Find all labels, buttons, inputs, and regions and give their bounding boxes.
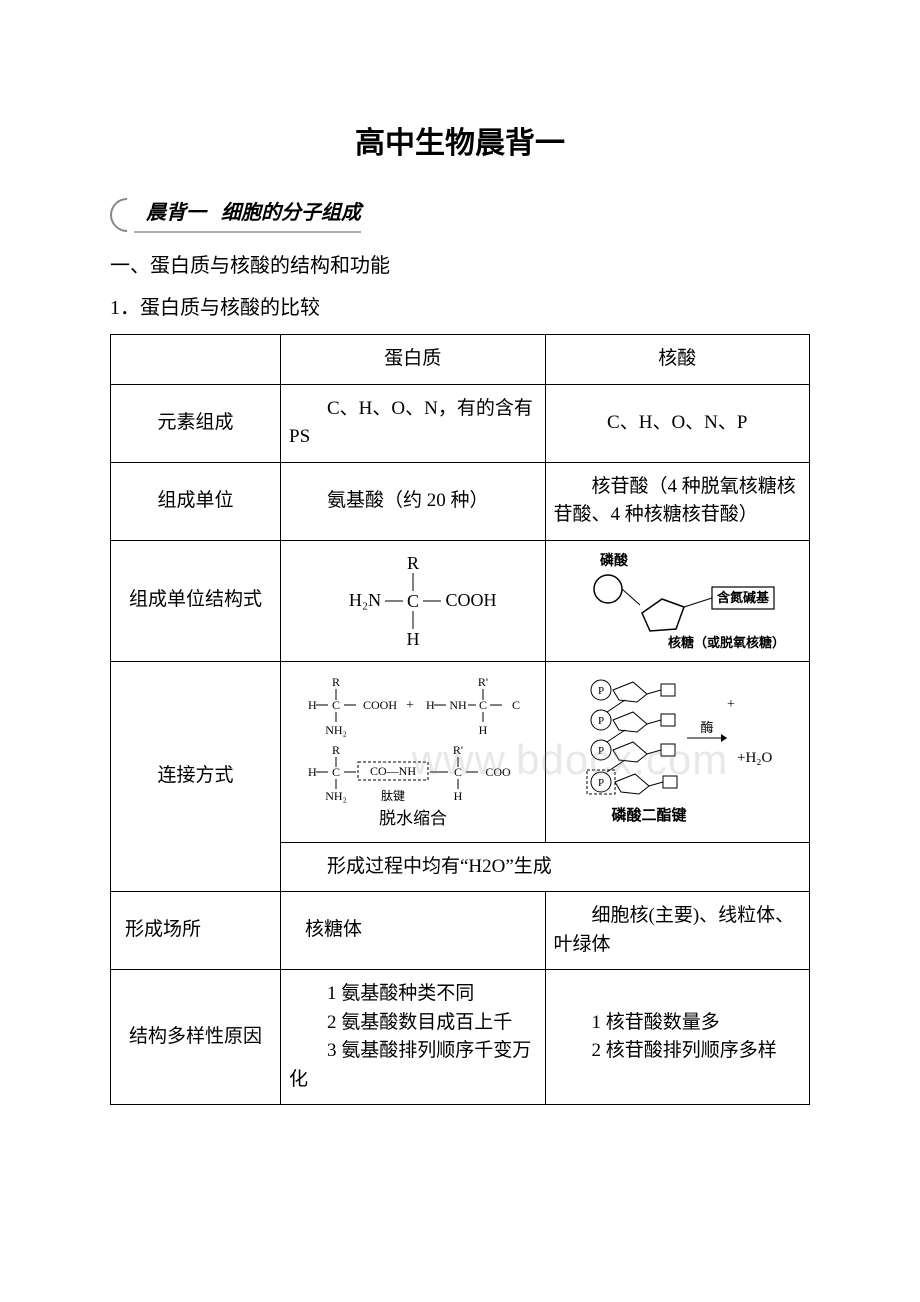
cell-water-note: 形成过程中均有“H2O”生成 (281, 842, 810, 892)
cell-protein: C、H、O、N，有的含有 PS (281, 384, 546, 462)
svg-text:P: P (598, 745, 604, 757)
nt-unit: P (591, 680, 675, 702)
cell-label: 元素组成 (111, 384, 281, 462)
label-base: 含氮碱基 (716, 590, 770, 605)
label-phosphate: 磷酸 (600, 552, 629, 569)
cell-label: 形成场所 (111, 892, 281, 970)
cell-protein-diversity: 1 氨基酸种类不同 2 氨基酸数目成百上千 3 氨基酸排列顺序千变万化 (281, 970, 546, 1105)
cell-phosphodiester-diagram: P + P 酶 (545, 661, 810, 842)
label-r: R (407, 553, 419, 573)
label-h: H (308, 698, 317, 712)
header-empty (111, 335, 281, 385)
cell-na: C、H、O、N、P (545, 384, 810, 462)
phosphodiester-caption: 磷酸二酯键 (612, 806, 687, 824)
table-row: 连接方式 R H C COOH NH₂ + R' (111, 661, 810, 842)
table-row: 蛋白质 核酸 (111, 335, 810, 385)
table-row: 形成场所 核糖体 细胞核(主要)、线粒体、叶绿体 (111, 892, 810, 970)
label-sugar: 核糖（或脱氧核糖） (668, 635, 782, 650)
cell-label: 组成单位 (111, 462, 281, 540)
dehydration-diagram: R H C COOH NH₂ + R' H NH (298, 672, 528, 832)
label-h: H (308, 765, 317, 779)
table-row: 元素组成 C、H、O、N，有的含有 PS C、H、O、N、P (111, 384, 810, 462)
svg-text:P: P (598, 715, 604, 727)
cell-na: 核苷酸（4 种脱氧核糖核苷酸、4 种核糖核苷酸） (545, 462, 810, 540)
line: 1 核苷酸数量多 (554, 1009, 802, 1038)
table-row: 组成单位结构式 R H₂N C COOH H 磷酸 (111, 540, 810, 661)
svg-text:P: P (598, 685, 604, 697)
label-c: C (479, 698, 487, 712)
nt-unit: P (587, 770, 677, 794)
table-row: 结构多样性原因 1 氨基酸种类不同 2 氨基酸数目成百上千 3 氨基酸排列顺序千… (111, 970, 810, 1105)
label-h: H (406, 629, 419, 649)
cell-na-diversity: 1 核苷酸数量多 2 核苷酸排列顺序多样 (545, 970, 810, 1105)
header-protein: 蛋白质 (281, 335, 546, 385)
cell-protein: 核糖体 (281, 892, 546, 970)
label-coo: COO (485, 765, 511, 779)
nt-unit: P (591, 710, 675, 732)
dehydration-caption: 脱水缩合 (379, 809, 447, 828)
cell-na: 细胞核(主要)、线粒体、叶绿体 (545, 892, 810, 970)
cell-protein: 氨基酸（约 20 种） (281, 462, 546, 540)
banner-label: 晨背一 (146, 202, 206, 224)
line: 2 核苷酸排列顺序多样 (554, 1037, 802, 1066)
nucleotide-structure-diagram: 磷酸 含氮碱基 核糖（或脱氧核糖） (572, 551, 782, 651)
label-nh: NH (449, 698, 467, 712)
label-c: C (512, 698, 520, 712)
label-h: H (426, 698, 435, 712)
banner-subtitle: 细胞的分子组成 (221, 202, 361, 224)
cell-peptide-diagram: R H C COOH NH₂ + R' H NH (281, 661, 546, 842)
line: 1 氨基酸种类不同 (289, 980, 537, 1009)
table-row: 组成单位 氨基酸（约 20 种） 核苷酸（4 种脱氧核糖核苷酸、4 种核糖核苷酸… (111, 462, 810, 540)
label-rp: R' (478, 675, 488, 689)
label-r: R (332, 743, 340, 757)
plus: + (406, 698, 414, 713)
label-h: H (478, 723, 487, 737)
phosphodiester-diagram: P + P 酶 (577, 672, 777, 832)
line: 2 氨基酸数目成百上千 (289, 1009, 537, 1038)
label-cooh: COOH (363, 698, 397, 712)
label-nh2: H₂N (349, 590, 381, 610)
label-cooh: COOH (445, 590, 496, 610)
label-c: C (332, 698, 340, 712)
label-peptide-bond: 肽键 (381, 788, 405, 803)
cell-label: 结构多样性原因 (111, 970, 281, 1105)
label-c: C (407, 591, 419, 611)
water-label: +H₂O (737, 750, 773, 766)
section-banner: 晨背一 细胞的分子组成 (110, 198, 810, 232)
page-title: 高中生物晨背一 (110, 120, 810, 168)
svg-text:P: P (598, 777, 604, 789)
label-c: C (454, 765, 462, 779)
cell-nt-structure: 磷酸 含氮碱基 核糖（或脱氧核糖） (545, 540, 810, 661)
banner-text: 晨背一 细胞的分子组成 (134, 197, 361, 233)
label-nh2: NH₂ (325, 723, 347, 737)
header-na: 核酸 (545, 335, 810, 385)
label-c: C (332, 765, 340, 779)
label-h: H (453, 789, 462, 803)
cell-aa-structure: R H₂N C COOH H (281, 540, 546, 661)
subheading: 1．蛋白质与核酸的比较 (110, 292, 810, 324)
nt-unit: P (591, 740, 675, 762)
section-heading: 一、蛋白质与核酸的结构和功能 (110, 250, 810, 282)
label-r: R (332, 675, 340, 689)
line: 3 氨基酸排列顺序千变万化 (289, 1037, 537, 1094)
label-nh2: NH₂ (325, 789, 347, 803)
enzyme-label: 酶 (701, 720, 714, 735)
comparison-table: 蛋白质 核酸 元素组成 C、H、O、N，有的含有 PS C、H、O、N、P 组成… (110, 334, 810, 1105)
cell-label: 连接方式 (111, 661, 281, 892)
plus: + (727, 697, 735, 712)
amino-acid-structure-diagram: R H₂N C COOH H (323, 551, 503, 651)
label-rp: R' (453, 743, 463, 757)
label-conh: CO—NH (370, 764, 416, 778)
cell-label: 组成单位结构式 (111, 540, 281, 661)
